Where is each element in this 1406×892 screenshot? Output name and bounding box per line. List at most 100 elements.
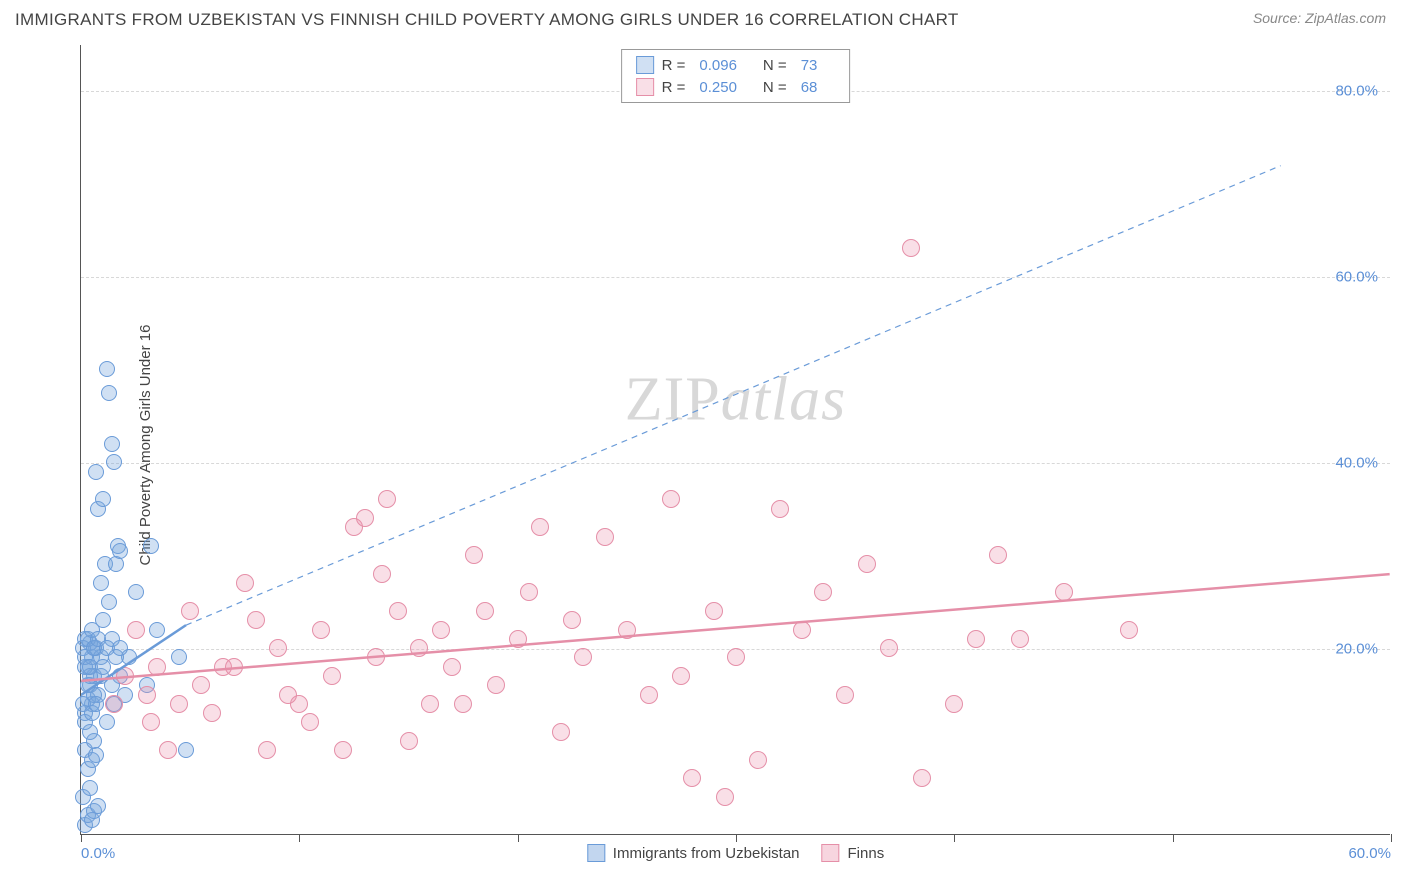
data-point-finns bbox=[640, 686, 658, 704]
chart-container: Child Poverty Among Girls Under 16 ZIPat… bbox=[50, 45, 1390, 845]
data-point-finns bbox=[880, 639, 898, 657]
r-value-finns: 0.250 bbox=[699, 79, 737, 96]
data-point-finns bbox=[662, 490, 680, 508]
data-point-finns bbox=[520, 583, 538, 601]
data-point-uzbekistan bbox=[99, 361, 115, 377]
data-point-finns bbox=[127, 621, 145, 639]
data-point-uzbekistan bbox=[99, 714, 115, 730]
data-point-finns bbox=[258, 741, 276, 759]
data-point-uzbekistan bbox=[106, 454, 122, 470]
legend-label: Immigrants from Uzbekistan bbox=[613, 845, 800, 862]
data-point-finns bbox=[279, 686, 297, 704]
data-point-finns bbox=[378, 490, 396, 508]
legend-item: Finns bbox=[822, 844, 885, 862]
data-point-finns bbox=[142, 713, 160, 731]
trend-line-dash-uzbekistan bbox=[186, 166, 1281, 625]
data-point-finns bbox=[443, 658, 461, 676]
data-point-finns bbox=[432, 621, 450, 639]
data-point-finns bbox=[367, 648, 385, 666]
data-point-uzbekistan bbox=[90, 798, 106, 814]
r-label: R = bbox=[662, 57, 686, 74]
data-point-finns bbox=[159, 741, 177, 759]
data-point-uzbekistan bbox=[112, 640, 128, 656]
data-point-finns bbox=[596, 528, 614, 546]
data-point-finns bbox=[181, 602, 199, 620]
stats-legend-row-finns: R =0.250N =68 bbox=[636, 76, 836, 98]
n-label: N = bbox=[763, 57, 787, 74]
y-tick-label: 60.0% bbox=[1335, 269, 1378, 286]
data-point-finns bbox=[531, 518, 549, 536]
swatch-finns bbox=[636, 78, 654, 96]
data-point-finns bbox=[476, 602, 494, 620]
data-point-finns bbox=[771, 500, 789, 518]
data-point-finns bbox=[203, 704, 221, 722]
data-point-finns bbox=[323, 667, 341, 685]
data-point-finns bbox=[814, 583, 832, 601]
data-point-finns bbox=[989, 546, 1007, 564]
data-point-finns bbox=[913, 769, 931, 787]
data-point-finns bbox=[563, 611, 581, 629]
data-point-finns bbox=[858, 555, 876, 573]
data-point-finns bbox=[509, 630, 527, 648]
data-point-finns bbox=[618, 621, 636, 639]
data-point-finns bbox=[356, 509, 374, 527]
data-point-finns bbox=[170, 695, 188, 713]
x-tick bbox=[518, 834, 519, 842]
data-point-finns bbox=[138, 686, 156, 704]
data-point-finns bbox=[1055, 583, 1073, 601]
data-point-finns bbox=[400, 732, 418, 750]
data-point-finns bbox=[902, 239, 920, 257]
data-point-finns bbox=[301, 713, 319, 731]
n-value-uzbekistan: 73 bbox=[801, 57, 818, 74]
data-point-finns bbox=[705, 602, 723, 620]
plot-area: ZIPatlas R =0.096N =73R =0.250N =68 Immi… bbox=[80, 45, 1390, 835]
data-point-uzbekistan bbox=[95, 491, 111, 507]
data-point-uzbekistan bbox=[112, 543, 128, 559]
x-tick bbox=[736, 834, 737, 842]
x-tick-label: 0.0% bbox=[81, 845, 115, 862]
n-label: N = bbox=[763, 79, 787, 96]
data-point-finns bbox=[727, 648, 745, 666]
data-point-finns bbox=[148, 658, 166, 676]
data-point-finns bbox=[683, 769, 701, 787]
data-point-finns bbox=[552, 723, 570, 741]
data-point-uzbekistan bbox=[108, 556, 124, 572]
x-tick bbox=[1391, 834, 1392, 842]
legend-swatch bbox=[822, 844, 840, 862]
data-point-uzbekistan bbox=[101, 385, 117, 401]
x-tick bbox=[954, 834, 955, 842]
data-point-uzbekistan bbox=[143, 538, 159, 554]
data-point-uzbekistan bbox=[93, 575, 109, 591]
x-tick bbox=[81, 834, 82, 842]
y-tick-label: 80.0% bbox=[1335, 83, 1378, 100]
data-point-uzbekistan bbox=[149, 622, 165, 638]
legend-item: Immigrants from Uzbekistan bbox=[587, 844, 800, 862]
swatch-uzbekistan bbox=[636, 56, 654, 74]
watermark: ZIPatlas bbox=[625, 365, 847, 436]
data-point-finns bbox=[421, 695, 439, 713]
data-point-finns bbox=[334, 741, 352, 759]
data-point-uzbekistan bbox=[128, 584, 144, 600]
data-point-uzbekistan bbox=[88, 696, 104, 712]
trend-lines bbox=[81, 45, 1390, 834]
data-point-finns bbox=[574, 648, 592, 666]
legend-swatch bbox=[587, 844, 605, 862]
data-point-finns bbox=[672, 667, 690, 685]
data-point-finns bbox=[116, 667, 134, 685]
data-point-finns bbox=[454, 695, 472, 713]
data-point-finns bbox=[105, 695, 123, 713]
data-point-finns bbox=[716, 788, 734, 806]
r-label: R = bbox=[662, 79, 686, 96]
data-point-finns bbox=[945, 695, 963, 713]
data-point-finns bbox=[465, 546, 483, 564]
data-point-finns bbox=[269, 639, 287, 657]
y-tick-label: 40.0% bbox=[1335, 455, 1378, 472]
data-point-finns bbox=[312, 621, 330, 639]
stats-legend: R =0.096N =73R =0.250N =68 bbox=[621, 49, 851, 103]
source-label: Source: ZipAtlas.com bbox=[1253, 10, 1386, 26]
watermark-atlas: atlas bbox=[721, 366, 847, 434]
y-tick-label: 20.0% bbox=[1335, 641, 1378, 658]
data-point-finns bbox=[410, 639, 428, 657]
data-point-uzbekistan bbox=[178, 742, 194, 758]
data-point-finns bbox=[247, 611, 265, 629]
